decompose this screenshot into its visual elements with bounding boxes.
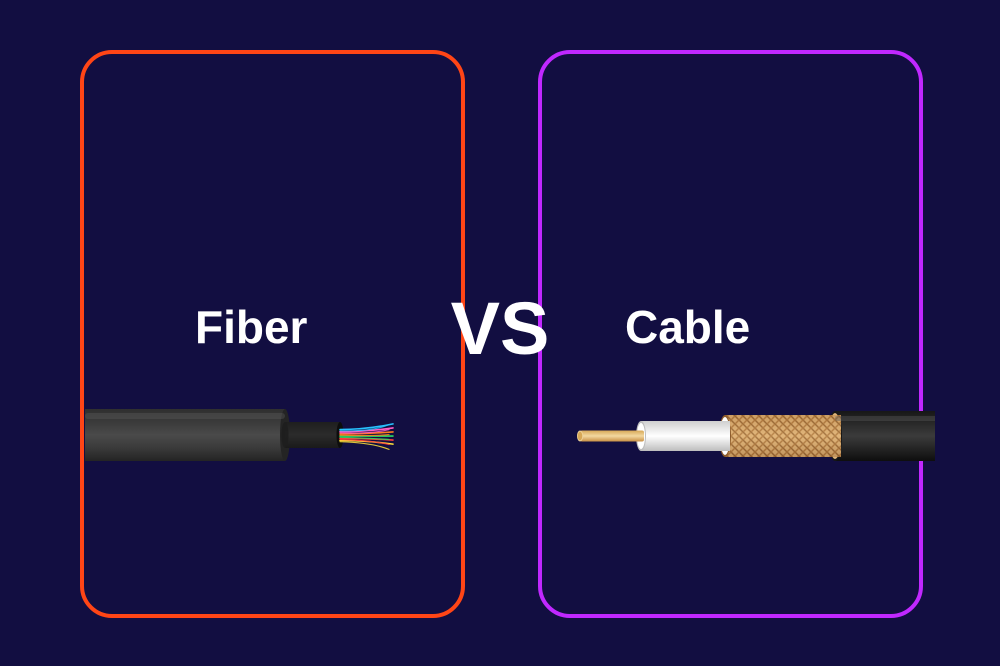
vs-label: VS: [451, 286, 550, 371]
label-cable: Cable: [625, 300, 750, 354]
coax-cable-illustration: [575, 408, 935, 464]
fiber-cable-illustration: [85, 405, 395, 465]
label-fiber: Fiber: [195, 300, 307, 354]
